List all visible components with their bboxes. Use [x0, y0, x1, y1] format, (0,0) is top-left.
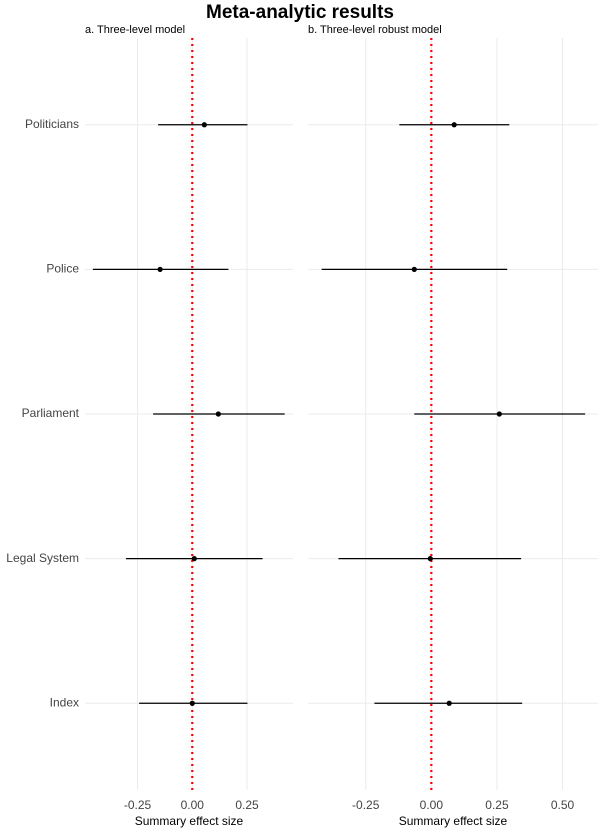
x-tick-label: -0.25 — [352, 798, 380, 812]
point — [427, 556, 433, 562]
point — [191, 556, 197, 562]
point — [201, 122, 207, 128]
x-axis-title: Summary effect size — [399, 814, 508, 828]
point — [411, 266, 417, 272]
point — [189, 700, 195, 706]
panel-title: b. Three-level robust model — [308, 24, 442, 36]
panel-title: a. Three-level model — [85, 24, 185, 36]
point — [157, 266, 163, 272]
x-tick-label: 0.00 — [420, 798, 444, 812]
x-tick-label: 0.00 — [181, 798, 205, 812]
x-tick-label: 0.25 — [485, 798, 509, 812]
y-tick-label: Parliament — [22, 406, 80, 420]
y-tick-label: Index — [50, 695, 79, 709]
point — [451, 122, 457, 128]
x-tick-label: 0.25 — [235, 798, 259, 812]
x-tick-label: 0.50 — [551, 798, 575, 812]
x-tick-label: -0.25 — [124, 798, 152, 812]
point — [446, 700, 452, 706]
y-tick-label: Politicians — [25, 117, 79, 131]
chart-title: Meta-analytic results — [206, 2, 394, 23]
y-tick-label: Police — [46, 262, 79, 276]
x-axis-title: Summary effect size — [135, 814, 244, 828]
point — [496, 411, 502, 417]
point — [215, 411, 221, 417]
y-tick-label: Legal System — [6, 551, 79, 565]
